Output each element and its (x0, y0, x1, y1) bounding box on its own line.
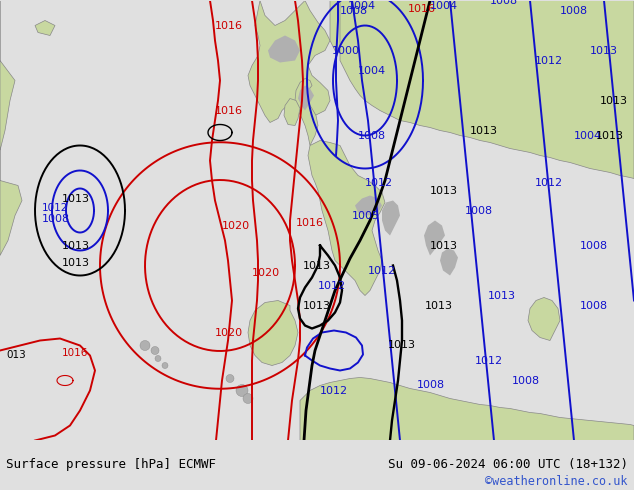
Text: 1008: 1008 (417, 381, 445, 391)
Text: 1016: 1016 (296, 218, 324, 227)
Text: 1008: 1008 (580, 241, 608, 250)
Text: 1012: 1012 (475, 356, 503, 366)
Text: 1008: 1008 (490, 0, 518, 5)
Polygon shape (424, 220, 445, 255)
Circle shape (243, 393, 253, 403)
Polygon shape (248, 0, 330, 122)
Polygon shape (480, 0, 634, 93)
Circle shape (236, 385, 248, 396)
Text: 1013: 1013 (425, 300, 453, 311)
Text: 1016: 1016 (62, 347, 88, 358)
Polygon shape (440, 248, 458, 275)
Polygon shape (500, 0, 634, 98)
Polygon shape (340, 0, 634, 178)
Polygon shape (35, 21, 55, 35)
Polygon shape (382, 200, 400, 236)
Text: 1008: 1008 (512, 375, 540, 386)
Polygon shape (355, 196, 382, 216)
Text: 1004: 1004 (358, 66, 386, 75)
Text: 1013: 1013 (488, 291, 516, 300)
Text: ©weatheronline.co.uk: ©weatheronline.co.uk (485, 474, 628, 488)
Text: 1013: 1013 (303, 300, 331, 311)
Text: 1008: 1008 (340, 5, 368, 16)
Text: 1020: 1020 (222, 220, 250, 230)
Polygon shape (380, 0, 634, 122)
Text: 1004: 1004 (574, 130, 602, 141)
Polygon shape (298, 85, 314, 111)
Circle shape (155, 356, 161, 362)
Text: 1020: 1020 (215, 327, 243, 338)
Text: 013: 013 (6, 350, 26, 361)
Polygon shape (248, 300, 298, 366)
Text: 1013: 1013 (600, 96, 628, 105)
Circle shape (151, 346, 159, 354)
Text: 1016: 1016 (408, 3, 436, 14)
Text: 1013: 1013 (430, 186, 458, 196)
Text: Su 09-06-2024 06:00 UTC (18+132): Su 09-06-2024 06:00 UTC (18+132) (387, 458, 628, 470)
Circle shape (226, 374, 234, 383)
Polygon shape (295, 78, 318, 146)
Text: 1012: 1012 (535, 177, 563, 188)
Circle shape (140, 341, 150, 350)
Text: 1012: 1012 (535, 55, 563, 66)
Text: 1013: 1013 (62, 241, 90, 250)
Text: 1013: 1013 (470, 125, 498, 136)
Text: 1008: 1008 (580, 300, 608, 311)
Polygon shape (330, 0, 400, 55)
Text: 1012: 1012 (42, 202, 68, 213)
Text: 1013: 1013 (303, 261, 331, 270)
Text: Surface pressure [hPa] ECMWF: Surface pressure [hPa] ECMWF (6, 458, 216, 470)
Text: 1013: 1013 (388, 341, 416, 350)
Text: 1016: 1016 (215, 21, 243, 30)
Polygon shape (300, 377, 634, 441)
Text: 1012: 1012 (365, 177, 393, 188)
Text: 1012: 1012 (318, 280, 346, 291)
Text: 1004: 1004 (430, 0, 458, 10)
Text: 1004: 1004 (348, 0, 376, 10)
Text: 1013: 1013 (62, 258, 90, 268)
Text: 1008: 1008 (358, 130, 386, 141)
Polygon shape (284, 98, 300, 125)
Text: 1016: 1016 (215, 105, 243, 116)
Text: 1020: 1020 (252, 268, 280, 277)
Text: 1012: 1012 (320, 386, 348, 395)
Text: 1005: 1005 (352, 211, 380, 220)
Text: 1012: 1012 (368, 266, 396, 275)
Polygon shape (308, 141, 385, 295)
Text: 1008: 1008 (560, 5, 588, 16)
Text: 1013: 1013 (430, 241, 458, 250)
Text: 1013: 1013 (596, 130, 624, 141)
Text: 1000: 1000 (332, 46, 360, 55)
Polygon shape (528, 297, 560, 341)
Text: 1013: 1013 (62, 194, 90, 203)
Text: 1013: 1013 (590, 46, 618, 55)
Circle shape (162, 363, 168, 368)
Polygon shape (0, 0, 22, 255)
Polygon shape (268, 35, 300, 63)
Text: 1008: 1008 (465, 205, 493, 216)
Text: 1008: 1008 (42, 214, 70, 223)
